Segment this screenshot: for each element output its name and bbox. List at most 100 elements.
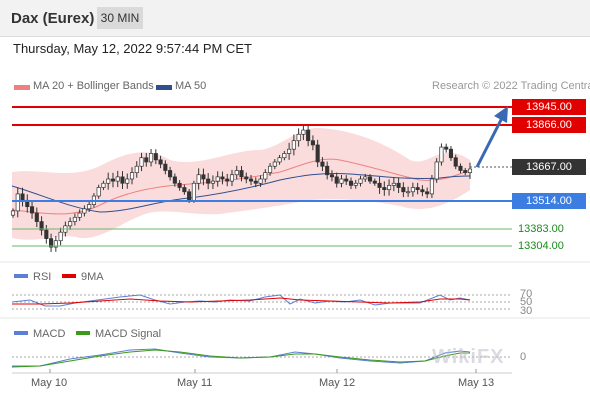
- macd-zero-label: 0: [520, 351, 527, 363]
- candle-body: [401, 187, 406, 193]
- candle-body: [229, 174, 235, 182]
- candle-body: [377, 182, 382, 188]
- resistance-2-label: 13945.00: [512, 99, 586, 115]
- candle-body: [382, 187, 387, 190]
- candle-body: [272, 161, 277, 167]
- instrument-title: Dax (Eurex): [11, 10, 95, 27]
- ma50-legend-label: MA 50: [175, 80, 207, 92]
- timeframe-button[interactable]: 30 MIN: [97, 7, 143, 29]
- x-label-may12: May 12: [319, 377, 356, 389]
- candle-body: [82, 208, 87, 214]
- ma20-legend-label: MA 20 + Bollinger Bands: [33, 80, 154, 92]
- candle-body: [367, 176, 373, 182]
- candle-body: [244, 176, 249, 180]
- candle-body: [268, 165, 273, 173]
- candle-body: [325, 165, 330, 176]
- candle-body: [453, 157, 458, 167]
- candle-body: [163, 163, 168, 171]
- candle-body: [153, 153, 158, 161]
- top-bar: Dax (Eurex) 30 MIN: [0, 0, 590, 37]
- candle-body: [129, 172, 135, 180]
- candle-body: [467, 168, 473, 173]
- candle-body: [53, 240, 58, 248]
- candle-body: [263, 172, 268, 180]
- candle-body: [68, 221, 73, 227]
- candle-body: [29, 206, 35, 214]
- candle-body: [410, 187, 415, 193]
- candle-body: [39, 221, 44, 231]
- candle-body: [215, 176, 220, 182]
- candle-body: [101, 182, 106, 188]
- candle-body: [439, 146, 444, 163]
- candle-body: [296, 133, 301, 142]
- target-arrow: [475, 115, 505, 168]
- x-label-may10: May 10: [31, 377, 68, 389]
- target-arrowhead: [494, 106, 508, 123]
- candle-body: [125, 178, 130, 184]
- rsi-legend-label: RSI: [33, 271, 52, 283]
- candle-body: [291, 140, 296, 150]
- candle-body: [415, 187, 420, 190]
- candle-body: [225, 178, 230, 182]
- candle-body: [149, 153, 154, 163]
- candle-body: [72, 216, 77, 222]
- candle-body: [34, 212, 39, 222]
- candle-body: [182, 187, 187, 193]
- candle-body: [391, 182, 396, 186]
- candle-body: [168, 170, 173, 178]
- macd-signal-legend-label: MACD Signal: [95, 328, 162, 340]
- rsi-level-70-label: 70: [520, 288, 533, 300]
- candle-body: [234, 170, 239, 176]
- candle-body: [282, 153, 287, 159]
- candle-body: [110, 178, 116, 182]
- candle-body: [10, 210, 16, 216]
- candle-body: [306, 129, 311, 142]
- candle-body: [158, 159, 163, 165]
- watermark-logo: WikiFX: [432, 346, 505, 368]
- candle-body: [191, 182, 196, 201]
- candle-body: [425, 191, 430, 195]
- x-label-may13: May 13: [458, 377, 495, 389]
- candle-body: [396, 182, 401, 188]
- candle-body: [372, 180, 377, 184]
- candle-body: [301, 129, 306, 135]
- candle-body: [210, 180, 215, 184]
- candle-body: [287, 148, 292, 154]
- candle-body: [444, 146, 449, 150]
- rsi-line: [11, 294, 471, 307]
- candle-body: [344, 178, 349, 182]
- datetime-label: Thursday, May 12, 2022 9:57:44 PM CET: [13, 41, 252, 56]
- candle-body: [434, 161, 439, 180]
- candle-body: [139, 157, 144, 167]
- candle-body: [248, 178, 254, 182]
- macd-swatch: [14, 331, 28, 335]
- candle-body: [20, 193, 25, 201]
- candle-body: [277, 157, 282, 163]
- candle-body: [220, 176, 225, 180]
- candle-body: [58, 231, 63, 242]
- candle-body: [206, 178, 211, 184]
- candle-body: [196, 174, 201, 184]
- copyright-label: Research © 2022 Trading Central: [432, 80, 590, 92]
- rsi-level-30-label: 30: [520, 305, 533, 317]
- candle-body: [77, 212, 82, 218]
- rsi-level-50-label: 50: [520, 296, 533, 308]
- candle-body: [353, 182, 358, 186]
- candle-body: [115, 176, 120, 182]
- bollinger-band: [12, 127, 470, 240]
- candle-body: [201, 174, 206, 180]
- candle-body: [334, 176, 339, 184]
- candle-body: [144, 157, 149, 163]
- candle-body: [387, 185, 392, 190]
- candle-body: [172, 176, 177, 184]
- macd-signal-line: [11, 349, 470, 368]
- candle-body: [44, 229, 49, 239]
- ma20-swatch: [14, 85, 30, 90]
- candle-body: [463, 170, 468, 173]
- support-2-label: 13304.00: [518, 240, 564, 252]
- rsi-ma-line: [12, 297, 471, 305]
- candle-body: [15, 193, 20, 212]
- pivot-label: 13514.00: [512, 193, 586, 209]
- candle-body: [329, 174, 334, 178]
